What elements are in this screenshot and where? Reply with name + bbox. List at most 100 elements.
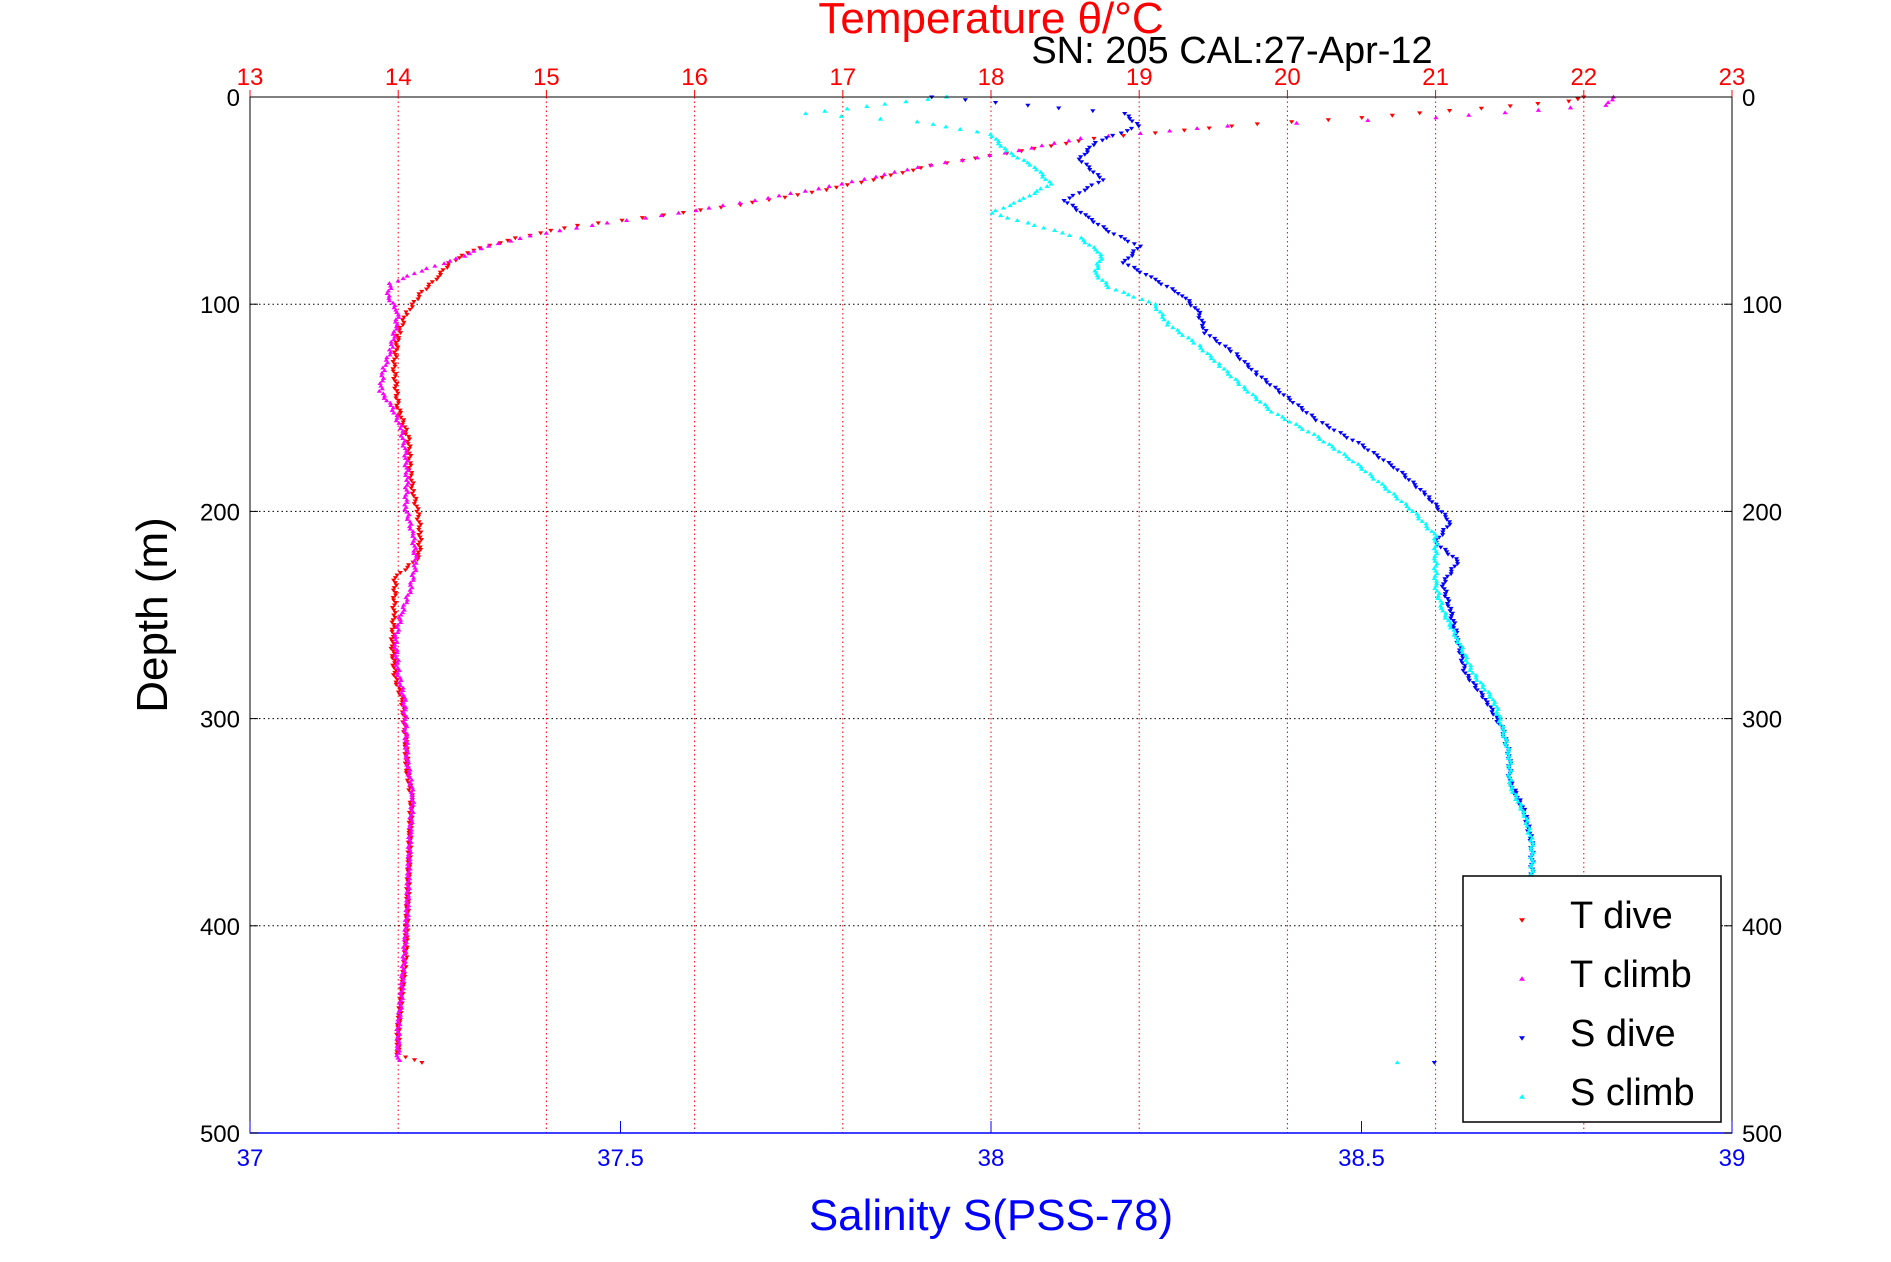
data-point <box>416 292 422 297</box>
data-point <box>415 297 421 302</box>
data-point <box>405 835 412 839</box>
data-point <box>1242 360 1248 365</box>
data-point <box>392 610 398 615</box>
data-point <box>1331 446 1337 451</box>
data-point <box>1512 788 1519 793</box>
data-point <box>404 597 410 602</box>
data-point <box>1235 354 1241 359</box>
data-point <box>693 208 699 213</box>
data-point <box>412 499 418 504</box>
data-point <box>1099 256 1105 261</box>
data-point <box>402 695 408 700</box>
data-point <box>393 583 399 588</box>
data-point <box>675 210 682 215</box>
data-point <box>1165 319 1171 324</box>
data-point <box>1431 546 1437 551</box>
data-point <box>390 367 396 372</box>
data-point <box>1530 842 1536 847</box>
data-point <box>1432 573 1438 578</box>
data-point <box>1442 613 1448 618</box>
data-point <box>1066 138 1072 143</box>
data-point <box>404 482 410 487</box>
data-point <box>398 974 405 978</box>
data-point <box>393 403 400 408</box>
data-point <box>401 607 407 612</box>
data-point <box>392 386 398 391</box>
data-point <box>918 166 924 171</box>
data-point <box>1431 1060 1437 1065</box>
data-point <box>1358 464 1364 469</box>
data-point <box>384 398 390 403</box>
data-point <box>1041 225 1047 230</box>
data-point <box>1433 578 1440 583</box>
data-point <box>411 551 417 555</box>
data-point <box>995 139 1002 143</box>
data-point <box>398 981 404 986</box>
data-point <box>407 580 414 585</box>
data-point <box>1038 186 1044 191</box>
data-point <box>392 319 399 324</box>
data-point <box>1479 695 1485 700</box>
data-point <box>1341 433 1347 438</box>
data-point <box>1367 471 1373 476</box>
data-point <box>415 552 421 557</box>
data-point <box>1091 143 1097 148</box>
data-point <box>1431 576 1437 581</box>
data-point <box>1311 431 1317 436</box>
data-point <box>1272 385 1279 390</box>
series-t-dive <box>388 95 1587 1065</box>
data-point <box>1099 278 1105 282</box>
data-point <box>387 400 393 405</box>
data-point <box>1077 136 1084 140</box>
data-point <box>1438 510 1445 515</box>
data-point <box>1186 299 1192 303</box>
data-point <box>1506 753 1512 758</box>
data-point <box>406 446 412 451</box>
data-point <box>1452 564 1458 569</box>
data-point <box>414 517 420 522</box>
data-point <box>404 935 410 940</box>
data-point <box>404 600 410 605</box>
data-point <box>411 558 417 563</box>
data-point <box>402 425 408 430</box>
data-point <box>1135 246 1141 251</box>
legend-label-t-dive: T dive <box>1570 895 1673 937</box>
data-point <box>409 491 415 496</box>
data-point <box>1134 121 1140 126</box>
data-point <box>403 771 409 776</box>
data-point <box>401 976 407 981</box>
data-point <box>400 443 406 448</box>
data-point <box>392 645 398 650</box>
data-point <box>409 820 415 825</box>
data-point <box>639 216 645 221</box>
data-point <box>1439 584 1445 589</box>
data-point <box>882 101 888 106</box>
data-point <box>1460 668 1466 673</box>
data-point <box>394 413 400 418</box>
series-s-dive <box>929 95 1537 1065</box>
data-point <box>1051 140 1057 145</box>
data-point <box>1452 621 1458 626</box>
data-point <box>416 525 422 530</box>
data-point <box>680 210 686 215</box>
data-point <box>1224 369 1231 374</box>
data-point <box>405 854 411 859</box>
data-point <box>1482 687 1488 692</box>
data-point <box>816 186 822 191</box>
data-point <box>1014 155 1021 160</box>
data-point <box>1386 460 1392 465</box>
data-point <box>1518 801 1524 806</box>
data-point <box>400 276 406 281</box>
data-point <box>400 991 406 996</box>
data-point <box>392 576 398 581</box>
data-point <box>1089 218 1095 222</box>
data-point <box>391 623 397 627</box>
data-point <box>992 100 999 105</box>
data-point <box>399 1001 405 1006</box>
data-point <box>1169 287 1176 292</box>
data-point <box>405 861 411 866</box>
data-point <box>1524 823 1530 828</box>
data-point <box>1506 765 1512 770</box>
data-point <box>405 490 411 495</box>
data-point <box>1473 673 1479 677</box>
